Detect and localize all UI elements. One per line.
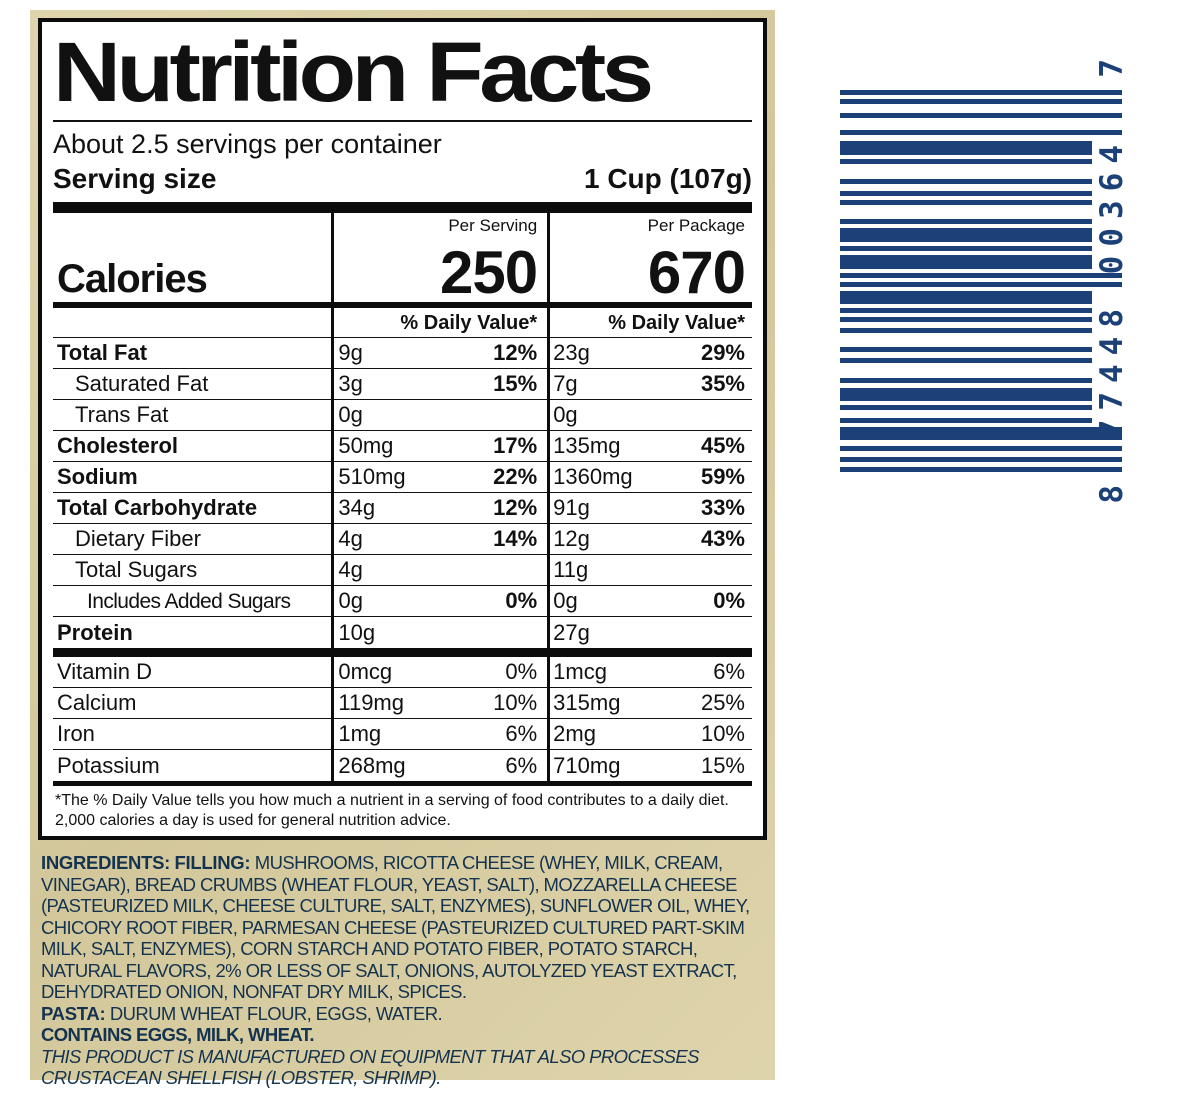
barcode-bar: [840, 141, 1092, 155]
barcode-bar: [840, 282, 1122, 287]
nutrient-row-trans-fat: Trans Fat 0g 0g: [53, 400, 752, 432]
vitamin-row-iron: Iron 1mg 6% 2mg 10%: [53, 719, 752, 751]
label-package: Nutrition Facts About 2.5 servings per c…: [30, 10, 775, 1088]
nutrient-row-added-sugars: Includes Added Sugars 0g 0% 0g 0%: [53, 586, 752, 618]
barcode-digits-upper-group: 00364: [1094, 136, 1130, 275]
separator-bar-medium: [53, 302, 752, 309]
barcode-bar: [840, 446, 1122, 451]
per-serving-header: Per Serving: [448, 216, 538, 236]
barcode-bar: [840, 99, 1122, 104]
barcode-bar: [840, 219, 1092, 224]
barcode-bar: [840, 273, 1122, 278]
barcode-bar: [840, 200, 1092, 205]
vitamin-row-calcium: Calcium 119mg 10% 315mg 25%: [53, 688, 752, 720]
nutrient-row-cholesterol: Cholesterol 50mg 17% 135mg 45%: [53, 431, 752, 463]
nutrient-row-total-carbohydrate: Total Carbohydrate 34g 12% 91g 33%: [53, 493, 752, 525]
separator-bar-protein: [53, 648, 752, 658]
calories-label: Calories: [57, 257, 208, 302]
filling-label: FILLING:: [174, 852, 251, 874]
barcode-bar: [840, 308, 1092, 313]
filling-text: MUSHROOMS, RICOTTA CHEESE (WHEY, MILK, C…: [41, 852, 750, 1003]
nutrient-row-total-sugars: Total Sugars 4g 11g: [53, 555, 752, 587]
barcode-bar: [840, 130, 1122, 135]
separator-bar-end: [53, 781, 752, 787]
barcode-bar: [840, 113, 1122, 118]
calories-per-package: 670: [647, 239, 746, 307]
barcode-bar: [840, 457, 1122, 462]
title-rule: [53, 119, 752, 122]
barcode-digits-lower-group: 77448: [1094, 300, 1130, 439]
barcode-bar: [840, 378, 1092, 383]
barcode-bar: [840, 347, 1092, 352]
upc-barcode: 7 00364 77448 8: [840, 48, 1140, 518]
barcode-bar: [840, 418, 1092, 423]
column-divider-2: [547, 213, 550, 787]
nutrient-row-protein: Protein 10g 27g: [57, 620, 590, 646]
separator-bar-thick: [53, 202, 752, 214]
barcode-bars: [840, 90, 1122, 472]
barcode-bar: [840, 228, 1092, 242]
panel-title: Nutrition Facts: [53, 25, 654, 119]
column-divider-1: [331, 213, 334, 787]
barcode-bar: [840, 90, 1122, 95]
barcode-bar: [840, 255, 1092, 269]
barcode-bar: [840, 358, 1092, 363]
barcode-bar: [840, 328, 1092, 333]
allergen-note: THIS PRODUCT IS MANUFACTURED ON EQUIPMEN…: [41, 1045, 700, 1089]
pasta-text: DURUM WHEAT FLOUR, EGGS, WATER.: [109, 1002, 443, 1024]
contains-statement: CONTAINS EGGS, MILK, WHEAT.: [41, 1024, 315, 1046]
serving-size-label: Serving size: [53, 163, 217, 195]
barcode-bar: [840, 159, 1092, 164]
barcode-bar: [840, 467, 1122, 472]
barcode-bar: [840, 427, 1122, 440]
per-package-header: Per Package: [647, 216, 745, 236]
barcode-bar: [840, 388, 1092, 401]
calories-per-serving: 250: [440, 239, 538, 307]
barcode-digit-system: 8: [1094, 476, 1130, 504]
barcode-bar: [840, 191, 1092, 196]
daily-value-footnote: *The % Daily Value tells you how much a …: [55, 792, 729, 829]
ingredients-pasta: PASTA: DURUM WHEAT FLOUR, EGGS, WATER.: [41, 1003, 764, 1025]
daily-value-header-row: % Daily Value* % Daily Value*: [53, 308, 752, 339]
nutrient-table: Per Serving Per Package Calories 250 670…: [53, 213, 752, 787]
calories-row: Calories 250 670: [53, 238, 752, 307]
barcode-bar: [840, 246, 1092, 251]
ingredients-label: INGREDIENTS:: [41, 852, 170, 874]
nutrient-row-saturated-fat: Saturated Fat 3g 15% 7g 35%: [53, 369, 752, 401]
serving-size-value: 1 Cup (107g): [583, 163, 752, 195]
barcode-digit-check: 7: [1094, 50, 1130, 78]
nutrient-row-total-fat: Total Fat 9g 12% 23g 29%: [53, 338, 752, 370]
column-header-row: Per Serving Per Package: [53, 213, 752, 238]
pasta-label: PASTA:: [41, 1002, 106, 1024]
vitamin-row-vitamin-d: Vitamin D 0mcg 0% 1mcg 6%: [53, 657, 752, 689]
barcode-bar: [840, 317, 1092, 322]
vitamin-row-potassium: Potassium 268mg 6% 710mg 15%: [57, 753, 745, 779]
serving-size-row: Serving size 1 Cup (107g): [53, 163, 752, 195]
barcode-bar: [840, 179, 1092, 184]
barcode-bar: [840, 405, 1092, 410]
daily-value-header-package: % Daily Value*: [608, 312, 745, 335]
barcode-bar: [840, 291, 1092, 304]
daily-value-header-serving: % Daily Value*: [400, 312, 538, 335]
nutrition-facts-panel: Nutrition Facts About 2.5 servings per c…: [38, 18, 767, 841]
nutrient-row-sodium: Sodium 510mg 22% 1360mg 59%: [53, 462, 752, 494]
ingredients-section: INGREDIENTS: FILLING: MUSHROOMS, RICOTTA…: [38, 852, 767, 1089]
servings-per-container: About 2.5 servings per container: [53, 128, 442, 159]
nutrient-row-dietary-fiber: Dietary Fiber 4g 14% 12g 43%: [53, 524, 752, 556]
ingredients-filling: INGREDIENTS: FILLING: MUSHROOMS, RICOTTA…: [41, 852, 764, 1003]
